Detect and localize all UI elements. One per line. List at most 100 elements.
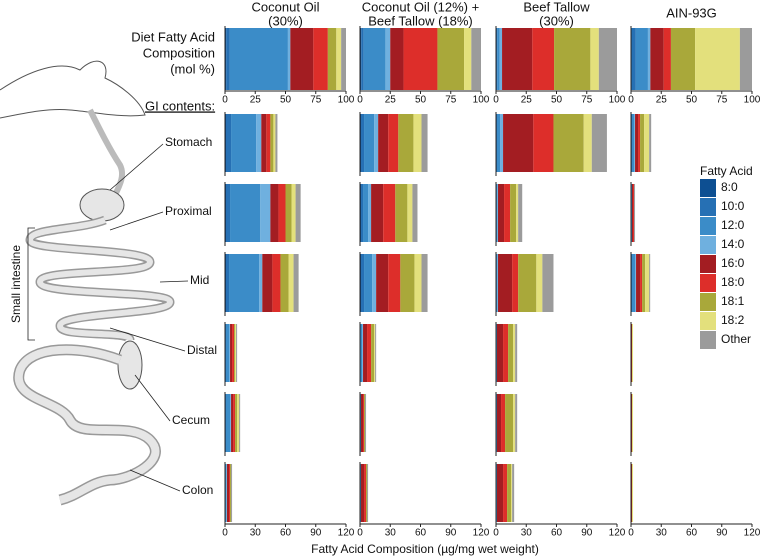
x-tick-label: 60	[686, 528, 698, 539]
bar-segment	[634, 114, 636, 172]
bar-segment	[513, 324, 516, 382]
bar-segment	[632, 254, 636, 312]
bar-segment	[516, 184, 519, 242]
x-tick-label: 75	[310, 95, 322, 106]
bar-segment	[275, 114, 278, 172]
bar-segment	[497, 254, 499, 312]
x-tick-label: 30	[521, 528, 533, 539]
bar-segment	[385, 28, 391, 90]
bar-segment	[230, 324, 233, 382]
bar-segment	[640, 114, 645, 172]
bar-segment	[364, 394, 366, 452]
bar-segment	[364, 254, 373, 312]
bar-segment	[367, 324, 372, 382]
x-tick-label: 0	[222, 95, 228, 106]
legend-swatch	[700, 217, 716, 235]
bar-segment	[504, 184, 511, 242]
bar-segment	[226, 464, 228, 522]
bar-segment	[371, 324, 375, 382]
bar-segment	[496, 184, 498, 242]
bar-segment	[226, 114, 232, 172]
bar-segment	[259, 254, 263, 312]
bar-segment	[632, 394, 634, 452]
legend-label: 10:0	[721, 199, 745, 213]
bar-segment	[327, 28, 337, 90]
bar-segment	[497, 184, 499, 242]
bar-segment	[518, 254, 537, 312]
bar-segment	[378, 114, 389, 172]
bar-segment	[510, 184, 517, 242]
bar-segment	[642, 254, 646, 312]
bar-segment	[496, 324, 498, 382]
bar-segment	[272, 254, 281, 312]
bar-segment	[497, 324, 504, 382]
bar-segment	[635, 28, 648, 90]
bar-segment	[236, 324, 238, 382]
legend-label: 18:2	[721, 313, 745, 327]
bar-segment	[226, 184, 231, 242]
bar-segment	[645, 254, 650, 312]
bar-segment	[273, 114, 276, 172]
bar-segment	[647, 28, 651, 90]
bar-segment	[363, 28, 386, 90]
bar-segment	[361, 254, 365, 312]
site-label: Mid	[190, 273, 209, 287]
bar-segment	[497, 114, 501, 172]
x-tick-label: 60	[280, 528, 292, 539]
bar-segment	[532, 28, 555, 90]
x-tick-label: 90	[716, 528, 728, 539]
bar-segment	[234, 324, 236, 382]
bar-segment	[511, 464, 513, 522]
bar-segment	[395, 184, 408, 242]
diet-header: Coconut Oil (12%) +	[362, 0, 479, 14]
legend-swatch	[700, 179, 716, 197]
legend-swatch	[700, 255, 716, 273]
x-tick-label: 60	[415, 528, 427, 539]
bar-segment	[366, 464, 368, 522]
bar-segment	[360, 464, 362, 522]
bar-segment	[235, 324, 237, 382]
bar-segment	[363, 394, 365, 452]
bar-segment	[635, 254, 637, 312]
x-tick-label: 30	[250, 528, 262, 539]
bar-segment	[400, 254, 415, 312]
bar-segment	[631, 324, 633, 382]
bar-segment	[361, 114, 365, 172]
bar-segment	[262, 254, 273, 312]
x-tick-label: 100	[609, 95, 626, 106]
x-tick-label: 50	[686, 95, 698, 106]
bar-segment	[638, 114, 641, 172]
bar-segment	[631, 28, 636, 90]
x-tick-label: 30	[385, 528, 397, 539]
bar-segment	[670, 28, 696, 90]
bar-segment	[225, 324, 227, 382]
leader-lines	[27, 143, 189, 492]
bar-segment	[229, 28, 288, 90]
bar-segment	[230, 394, 232, 452]
x-tick-label: 100	[338, 95, 355, 106]
x-tick-label: 0	[628, 95, 634, 106]
bar-segment	[663, 28, 671, 90]
bar-segment	[266, 114, 271, 172]
bar-segment	[503, 324, 509, 382]
x-tick-label: 90	[310, 528, 322, 539]
bar-segment	[376, 254, 389, 312]
bar-segment	[500, 114, 504, 172]
bar-segment	[226, 324, 230, 382]
x-tick-label: 0	[628, 528, 634, 539]
bar-segment	[388, 114, 399, 172]
bar-segment	[231, 394, 234, 452]
x-tick-label: 75	[581, 95, 593, 106]
bar-segment	[225, 464, 227, 522]
bar-segment	[503, 464, 508, 522]
bar-segment	[407, 184, 413, 242]
x-tick-label: 50	[415, 95, 427, 106]
x-tick-label: 75	[716, 95, 728, 106]
diet-header: Coconut Oil	[252, 0, 320, 14]
x-tick-label: 50	[551, 95, 563, 106]
diet-header: Beef Tallow (18%)	[368, 13, 473, 28]
bar-segment	[360, 28, 362, 90]
bar-segment	[364, 114, 375, 172]
bar-segment	[503, 114, 534, 172]
bar-segment	[368, 184, 372, 242]
